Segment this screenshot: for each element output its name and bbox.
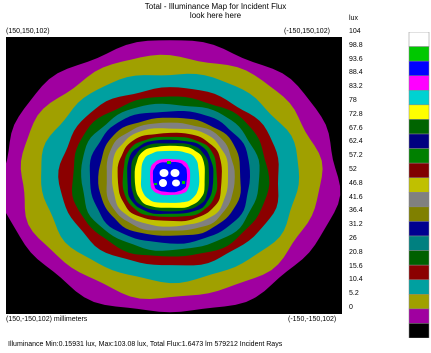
- contour-fleck: [167, 161, 171, 164]
- colorbar-swatch: [408, 75, 430, 91]
- illuminance-map: [6, 37, 342, 314]
- colorbar-swatch: [408, 235, 430, 251]
- colorbar: [408, 32, 430, 338]
- colorbar-tick-label: 52: [349, 166, 357, 173]
- contour-fleck: [154, 183, 157, 185]
- colorbar-tick-label: 15.6: [349, 262, 363, 270]
- chart-subtitle: look here here: [189, 11, 242, 20]
- colorbar-tick-label: 78: [349, 97, 357, 104]
- peak-spot: [159, 169, 169, 177]
- colorbar-swatch: [408, 177, 430, 193]
- colorbar-tick-label: 62.4: [349, 138, 363, 146]
- colorbar-swatch: [408, 60, 430, 76]
- colorbar-swatch: [408, 133, 430, 149]
- peak-spot: [172, 179, 180, 187]
- corner-label-top-left: (150,150,102): [6, 28, 50, 35]
- colorbar-tick-label: 88.4: [349, 69, 363, 77]
- colorbar-swatch: [408, 104, 430, 120]
- contour-fleck: [182, 181, 185, 184]
- peak-spot: [170, 169, 180, 177]
- colorbar-tick-label: 41.6: [349, 193, 363, 201]
- colorbar-tick-label: 26: [349, 235, 357, 242]
- colorbar-swatch: [408, 221, 430, 237]
- chart-title-block: Total - Illuminance Map for Incident Flu…: [0, 2, 431, 20]
- colorbar-tick-label: 98.8: [349, 41, 363, 49]
- colorbar-unit-label: lux: [349, 15, 358, 22]
- colorbar-tick-label: 20.8: [349, 248, 363, 256]
- colorbar-swatch: [408, 192, 430, 208]
- peak-spot: [159, 179, 167, 187]
- colorbar-tick-label: 67.6: [349, 124, 363, 132]
- colorbar-tick-label: 46.8: [349, 179, 363, 187]
- colorbar-swatch: [408, 32, 430, 47]
- colorbar-tick-label: 72.8: [349, 110, 363, 118]
- colorbar-tick-label: 0: [349, 304, 353, 311]
- colorbar-tick-label: 10.4: [349, 276, 363, 284]
- colorbar-swatch: [408, 308, 430, 324]
- corner-label-bottom-right: (-150,-150,102): [288, 316, 337, 323]
- corner-label-bottom-left: (150,-150,102) millimeters: [6, 316, 88, 323]
- colorbar-swatch: [408, 148, 430, 164]
- colorbar-swatch: [408, 279, 430, 295]
- colorbar-tick-label: 104: [349, 28, 361, 35]
- colorbar-swatch: [408, 206, 430, 222]
- chart-footer-stats: Illuminance Min:0.15931 lux, Max:103.08 …: [8, 341, 283, 348]
- chart-title: Total - Illuminance Map for Incident Flu…: [144, 2, 287, 11]
- colorbar-tick-label: 36.4: [349, 207, 363, 215]
- colorbar-swatch: [408, 90, 430, 106]
- colorbar-swatch: [408, 294, 430, 310]
- colorbar-tick-label: 5.2: [349, 290, 359, 298]
- colorbar-swatch: [408, 46, 430, 62]
- colorbar-swatch: [408, 119, 430, 135]
- colorbar-tick-label: 93.6: [349, 55, 363, 63]
- corner-label-top-right: (-150,150,102): [284, 28, 330, 35]
- colorbar-tick-label: 83.2: [349, 83, 363, 91]
- colorbar-swatch: [408, 323, 430, 338]
- colorbar-swatch: [408, 264, 430, 280]
- colorbar-swatch: [408, 250, 430, 266]
- colorbar-swatch: [408, 162, 430, 178]
- colorbar-tick-label: 31.2: [349, 221, 363, 229]
- contour-band: [152, 162, 187, 193]
- colorbar-tick-label: 57.2: [349, 152, 363, 160]
